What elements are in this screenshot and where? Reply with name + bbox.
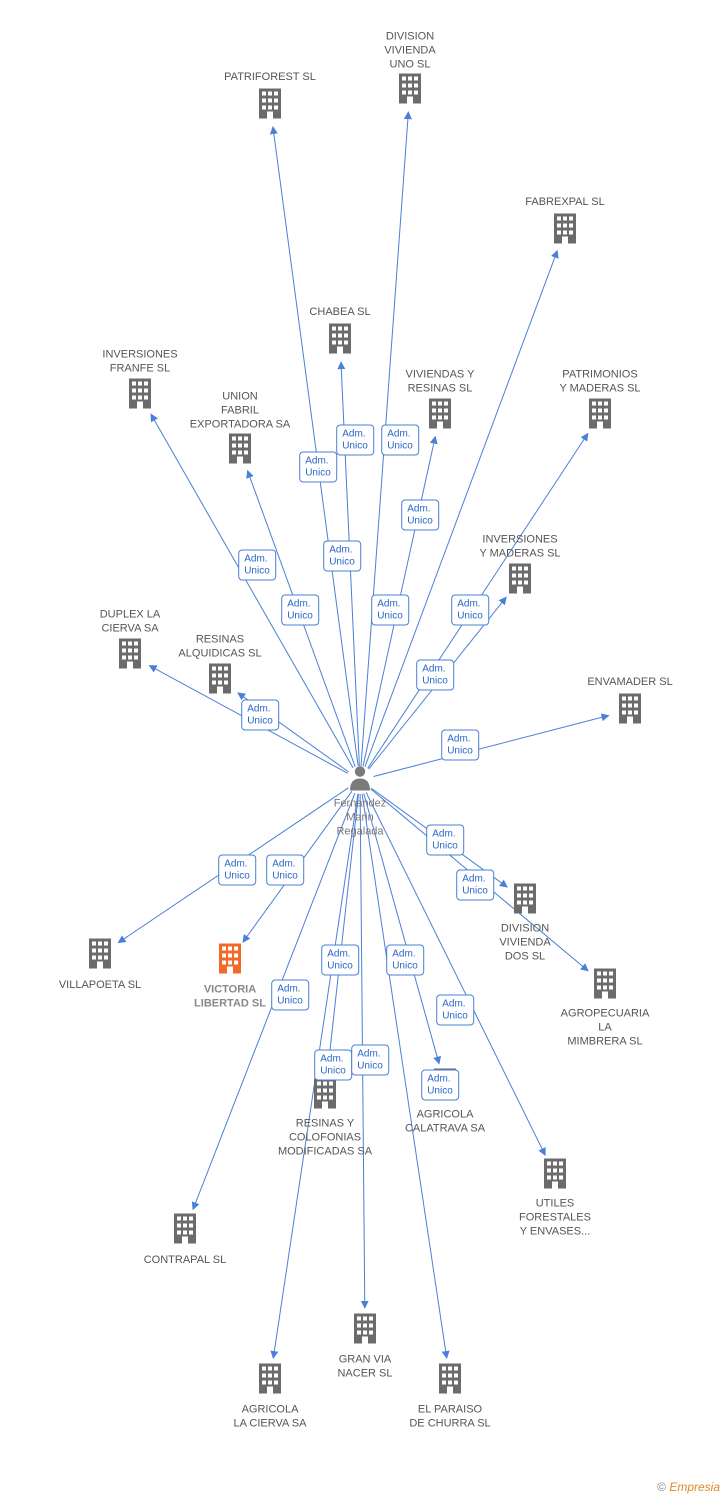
building-icon — [511, 882, 539, 919]
company-label: AGROPECUARIALAMIMBRERA SL — [561, 1007, 650, 1048]
company-node[interactable] — [586, 397, 614, 434]
edge-role-label: Adm.Unico — [266, 855, 304, 886]
edge-role-label: Adm.Unico — [381, 425, 419, 456]
building-icon — [256, 1362, 284, 1399]
company-node[interactable] — [206, 662, 234, 699]
company-label: RESINASALQUIDICAS SL — [178, 633, 261, 661]
edge-role-label: Adm.Unico — [238, 550, 276, 581]
edge-role-label: Adm.Unico — [451, 595, 489, 626]
company-label: AGRICOLACALATRAVA SA — [405, 1108, 485, 1136]
company-node[interactable] — [86, 937, 114, 974]
company-node[interactable] — [616, 692, 644, 729]
edge-role-label: Adm.Unico — [351, 1045, 389, 1076]
building-icon — [116, 637, 144, 674]
edge-role-label: Adm.Unico — [426, 825, 464, 856]
building-icon — [586, 397, 614, 434]
edge-role-label: Adm.Unico — [386, 945, 424, 976]
edge-line — [365, 251, 557, 767]
company-label: INVERSIONESY MADERAS SL — [479, 533, 560, 561]
network-diagram: © Empresia FernandezMarinRegalada PATRIF… — [0, 0, 728, 1500]
company-node[interactable] — [171, 1212, 199, 1249]
building-icon — [86, 937, 114, 974]
building-icon — [171, 1212, 199, 1249]
edge-role-label: Adm.Unico — [299, 452, 337, 483]
company-label: VILLAPOETA SL — [59, 979, 141, 993]
company-label: RESINAS YCOLOFONIASMODIFICADAS SA — [278, 1117, 372, 1158]
building-icon — [436, 1362, 464, 1399]
building-icon — [616, 692, 644, 729]
edge-role-label: Adm.Unico — [271, 980, 309, 1011]
edge-role-label: Adm.Unico — [436, 995, 474, 1026]
company-node[interactable] — [426, 397, 454, 434]
company-label: PATRIFOREST SL — [224, 71, 316, 85]
company-label: VICTORIALIBERTAD SL — [194, 983, 266, 1011]
edge-role-label: Adm.Unico — [281, 595, 319, 626]
company-node[interactable] — [326, 322, 354, 359]
company-node[interactable] — [351, 1312, 379, 1349]
building-icon — [506, 562, 534, 599]
company-label: UTILESFORESTALESY ENVASES... — [519, 1197, 591, 1238]
edge-role-label: Adm.Unico — [456, 870, 494, 901]
building-icon — [426, 397, 454, 434]
edge-role-label: Adm.Unico — [371, 595, 409, 626]
company-node[interactable] — [216, 942, 244, 979]
edge-role-label: Adm.Unico — [416, 660, 454, 691]
company-node[interactable] — [126, 377, 154, 414]
edge-role-label: Adm.Unico — [421, 1070, 459, 1101]
building-icon — [326, 322, 354, 359]
company-node[interactable] — [396, 72, 424, 109]
company-label: PATRIMONIOSY MADERAS SL — [559, 368, 640, 396]
company-label: INVERSIONESFRANFE SL — [102, 348, 177, 376]
building-icon — [216, 942, 244, 979]
edges-layer — [0, 0, 728, 1500]
attribution: © Empresia — [657, 1480, 720, 1494]
person-icon — [349, 765, 371, 796]
company-node[interactable] — [116, 637, 144, 674]
company-label: CHABEA SL — [309, 306, 370, 320]
company-node[interactable] — [311, 1077, 339, 1114]
company-label: UNIONFABRILEXPORTADORA SA — [190, 390, 290, 431]
building-icon — [311, 1077, 339, 1114]
company-label: ENVAMADER SL — [587, 676, 672, 690]
building-icon — [551, 212, 579, 249]
person-label: FernandezMarinRegalada — [334, 797, 387, 838]
company-label: VIVIENDAS YRESINAS SL — [406, 368, 475, 396]
company-label: DIVISIONVIVIENDAUNO SL — [384, 30, 435, 71]
company-node[interactable] — [256, 87, 284, 124]
company-node[interactable] — [436, 1362, 464, 1399]
company-node[interactable] — [506, 562, 534, 599]
edge-role-label: Adm.Unico — [321, 945, 359, 976]
company-node[interactable] — [551, 212, 579, 249]
building-icon — [226, 432, 254, 469]
edge-role-label: Adm.Unico — [336, 425, 374, 456]
edge-role-label: Adm.Unico — [241, 700, 279, 731]
edge-role-label: Adm.Unico — [218, 855, 256, 886]
edge-role-label: Adm.Unico — [323, 541, 361, 572]
person-node[interactable] — [349, 765, 371, 796]
building-icon — [591, 967, 619, 1004]
company-node[interactable] — [511, 882, 539, 919]
edge-role-label: Adm.Unico — [441, 730, 479, 761]
company-label: DIVISIONVIVIENDADOS SL — [499, 922, 550, 963]
company-node[interactable] — [591, 967, 619, 1004]
building-icon — [541, 1157, 569, 1194]
building-icon — [126, 377, 154, 414]
company-node[interactable] — [256, 1362, 284, 1399]
edge-line — [374, 716, 609, 777]
building-icon — [256, 87, 284, 124]
edge-role-label: Adm.Unico — [401, 500, 439, 531]
company-label: EL PARAISODE CHURRA SL — [409, 1403, 490, 1431]
building-icon — [206, 662, 234, 699]
company-label: FABREXPAL SL — [525, 196, 604, 210]
company-label: GRAN VIANACER SL — [337, 1353, 392, 1381]
company-node[interactable] — [226, 432, 254, 469]
building-icon — [396, 72, 424, 109]
company-label: CONTRAPAL SL — [144, 1254, 227, 1268]
company-label: AGRICOLALA CIERVA SA — [234, 1403, 307, 1431]
building-icon — [351, 1312, 379, 1349]
edge-role-label: Adm.Unico — [314, 1050, 352, 1081]
company-label: DUPLEX LACIERVA SA — [100, 608, 161, 636]
company-node[interactable] — [541, 1157, 569, 1194]
